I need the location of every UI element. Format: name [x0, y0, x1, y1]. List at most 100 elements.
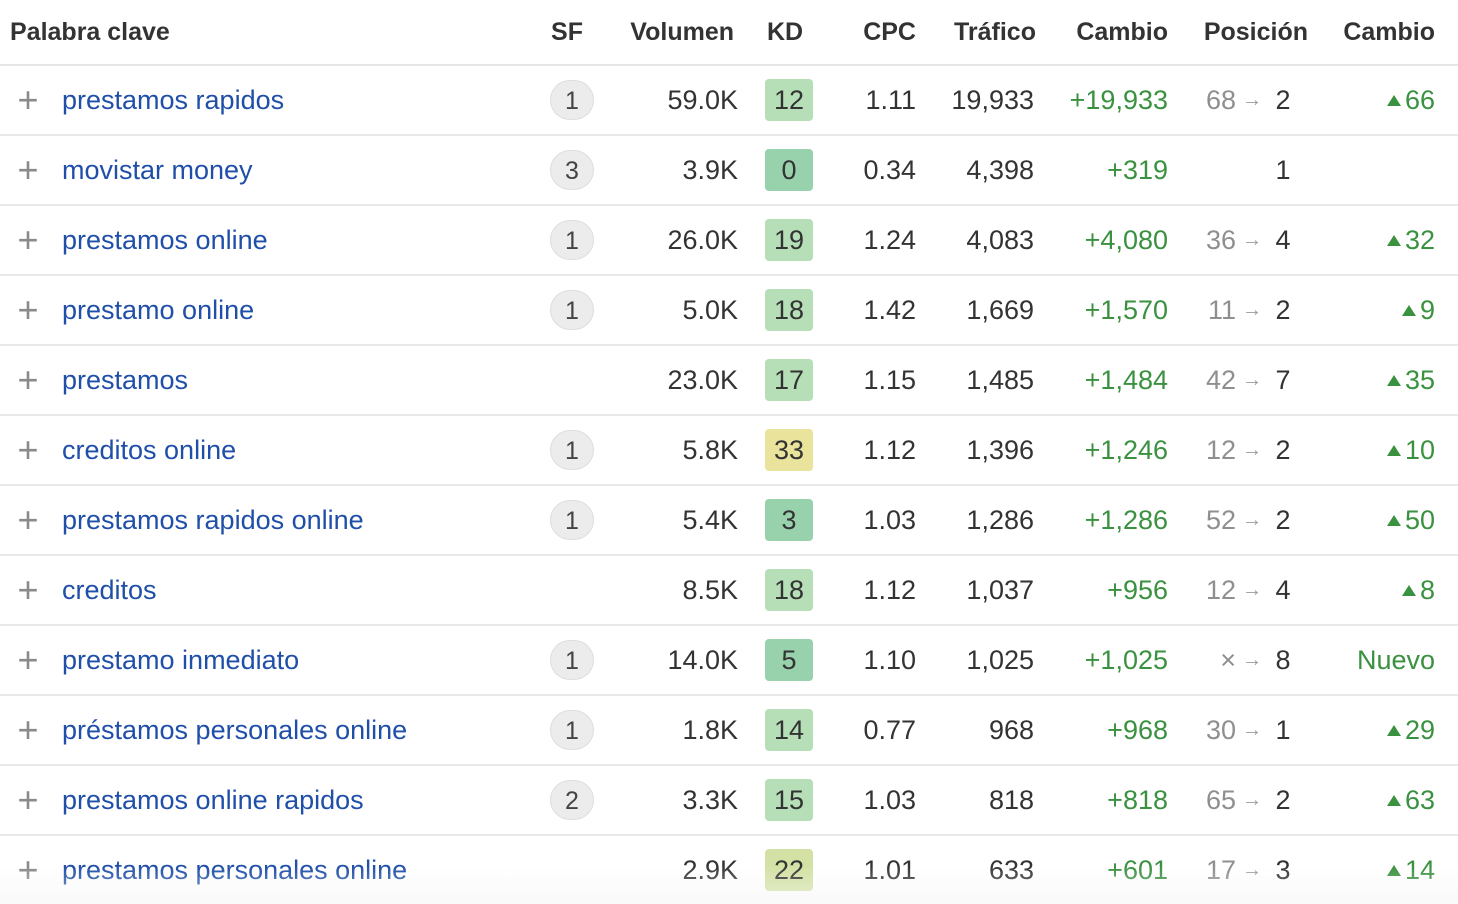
keyword-link[interactable]: préstamos personales online — [62, 715, 408, 745]
triangle-up-icon — [1401, 305, 1416, 316]
position-change-value: 8 — [1320, 556, 1435, 624]
keyword-link[interactable]: prestamos rapidos online — [62, 505, 364, 535]
traffic-change-value: +4,080 — [1084, 225, 1168, 255]
triangle-up-icon — [1401, 585, 1416, 596]
plus-icon[interactable]: + — [17, 289, 39, 330]
keyword-link[interactable]: prestamo online — [62, 295, 255, 325]
traffic-change-value: +1,246 — [1084, 435, 1168, 465]
position-change-value: 63 — [1320, 766, 1435, 834]
plus-icon[interactable]: + — [17, 569, 39, 610]
current-position: 2 — [1275, 505, 1291, 535]
triangle-up-icon — [1386, 445, 1401, 456]
column-header-keyword[interactable]: Palabra clave — [10, 18, 170, 46]
plus-icon[interactable]: + — [17, 849, 39, 890]
traffic-value: 19,933 — [951, 85, 1034, 115]
previous-position: 52 — [1205, 505, 1236, 535]
plus-icon[interactable]: + — [17, 639, 39, 680]
table-row: + prestamos 23.0K 17 1.15 1,485 +1,484 42 → 7 35 — [0, 346, 1458, 416]
current-position: 1 — [1275, 715, 1291, 745]
column-header-position-change[interactable]: Cambio — [1343, 18, 1435, 46]
previous-position: 30 — [1205, 715, 1236, 745]
kd-badge: 33 — [765, 429, 813, 471]
plus-icon[interactable]: + — [17, 709, 39, 750]
keyword-link[interactable]: creditos online — [62, 435, 237, 465]
serp-features-badge[interactable]: 1 — [550, 500, 594, 540]
keyword-link[interactable]: prestamos online rapidos — [62, 785, 364, 815]
table-row: + préstamos personales online 1 1.8K 14 0.77 9… — [0, 696, 1458, 766]
traffic-value: 1,485 — [966, 365, 1034, 395]
position-change-number: 35 — [1404, 365, 1435, 395]
serp-features-badge[interactable]: 1 — [550, 290, 594, 330]
previous-position: 42 — [1205, 365, 1236, 395]
keyword-link[interactable]: prestamos — [62, 365, 189, 395]
current-position: 4 — [1275, 225, 1291, 255]
triangle-up-icon — [1386, 375, 1401, 386]
volume-value: 5.0K — [682, 295, 738, 325]
table-body: + prestamos rapidos 1 59.0K 12 1.11 19,933 +19,… — [0, 66, 1458, 904]
kd-badge: 22 — [765, 849, 813, 891]
current-position: 4 — [1275, 575, 1291, 605]
triangle-up-icon — [1386, 725, 1401, 736]
cpc-value: 1.12 — [863, 435, 916, 465]
column-header-kd[interactable]: KD — [766, 18, 804, 46]
keyword-link[interactable]: prestamos online — [62, 225, 268, 255]
arrow-right-icon: → — [1242, 649, 1262, 671]
kd-badge: 19 — [765, 219, 813, 261]
plus-icon[interactable]: + — [17, 499, 39, 540]
kd-badge: 17 — [765, 359, 813, 401]
keyword-link[interactable]: creditos — [62, 575, 157, 605]
volume-value: 59.0K — [667, 85, 738, 115]
current-position: 1 — [1275, 155, 1291, 185]
position-change-number: 14 — [1404, 855, 1435, 885]
position-change-value: 66 — [1320, 66, 1435, 134]
serp-features-badge[interactable]: 1 — [550, 430, 594, 470]
kd-badge: 15 — [765, 779, 813, 821]
column-header-traffic-change[interactable]: Cambio — [1076, 18, 1168, 46]
previous-position: 68 — [1205, 85, 1236, 115]
keyword-link[interactable]: prestamos personales online — [62, 855, 408, 885]
traffic-change-value: +818 — [1107, 785, 1168, 815]
plus-icon[interactable]: + — [17, 79, 39, 120]
serp-features-badge[interactable]: 1 — [550, 710, 594, 750]
previous-position: 11 — [1207, 295, 1236, 325]
volume-value: 1.8K — [682, 715, 738, 745]
traffic-change-value: +601 — [1107, 855, 1168, 885]
position-change-value: 10 — [1320, 416, 1435, 484]
volume-value: 23.0K — [667, 365, 738, 395]
table-row: + prestamo online 1 5.0K 18 1.42 1,669 +1,570 11… — [0, 276, 1458, 346]
position-change-number: 29 — [1404, 715, 1435, 745]
cpc-value: 1.03 — [863, 505, 916, 535]
column-header-sf[interactable]: SF — [551, 18, 583, 46]
serp-features-badge[interactable]: 2 — [550, 780, 594, 820]
position-change-number: 10 — [1404, 435, 1435, 465]
serp-features-badge[interactable]: 1 — [550, 80, 594, 120]
traffic-change-value: +1,570 — [1084, 295, 1168, 325]
table-row: + prestamos rapidos 1 59.0K 12 1.11 19,933 +19,… — [0, 66, 1458, 136]
plus-icon[interactable]: + — [17, 149, 39, 190]
kd-badge: 0 — [765, 149, 813, 191]
column-header-position[interactable]: Posición — [1203, 18, 1308, 46]
column-header-cpc[interactable]: CPC — [863, 18, 916, 46]
plus-icon[interactable]: + — [17, 779, 39, 820]
column-header-volume[interactable]: Volumen — [630, 18, 734, 46]
arrow-right-icon — [1240, 136, 1264, 204]
plus-icon[interactable]: + — [17, 429, 39, 470]
column-header-traffic[interactable]: Tráfico — [954, 18, 1036, 46]
arrow-right-icon: → — [1242, 859, 1262, 881]
traffic-value: 1,396 — [966, 435, 1034, 465]
arrow-right-icon: → — [1242, 579, 1262, 601]
cpc-value: 1.03 — [863, 785, 916, 815]
serp-features-badge[interactable]: 3 — [550, 150, 594, 190]
serp-features-badge[interactable]: 1 — [550, 640, 594, 680]
triangle-up-icon — [1386, 235, 1401, 246]
position-change-number: Nuevo — [1356, 645, 1435, 675]
position-change-value: 35 — [1320, 346, 1435, 414]
keyword-link[interactable]: prestamo inmediato — [62, 645, 300, 675]
plus-icon[interactable]: + — [17, 359, 39, 400]
keyword-link[interactable]: prestamos rapidos — [62, 85, 285, 115]
serp-features-badge[interactable]: 1 — [550, 220, 594, 260]
plus-icon[interactable]: + — [17, 219, 39, 260]
keyword-link[interactable]: movistar money — [62, 155, 253, 185]
traffic-change-value: +1,025 — [1084, 645, 1168, 675]
